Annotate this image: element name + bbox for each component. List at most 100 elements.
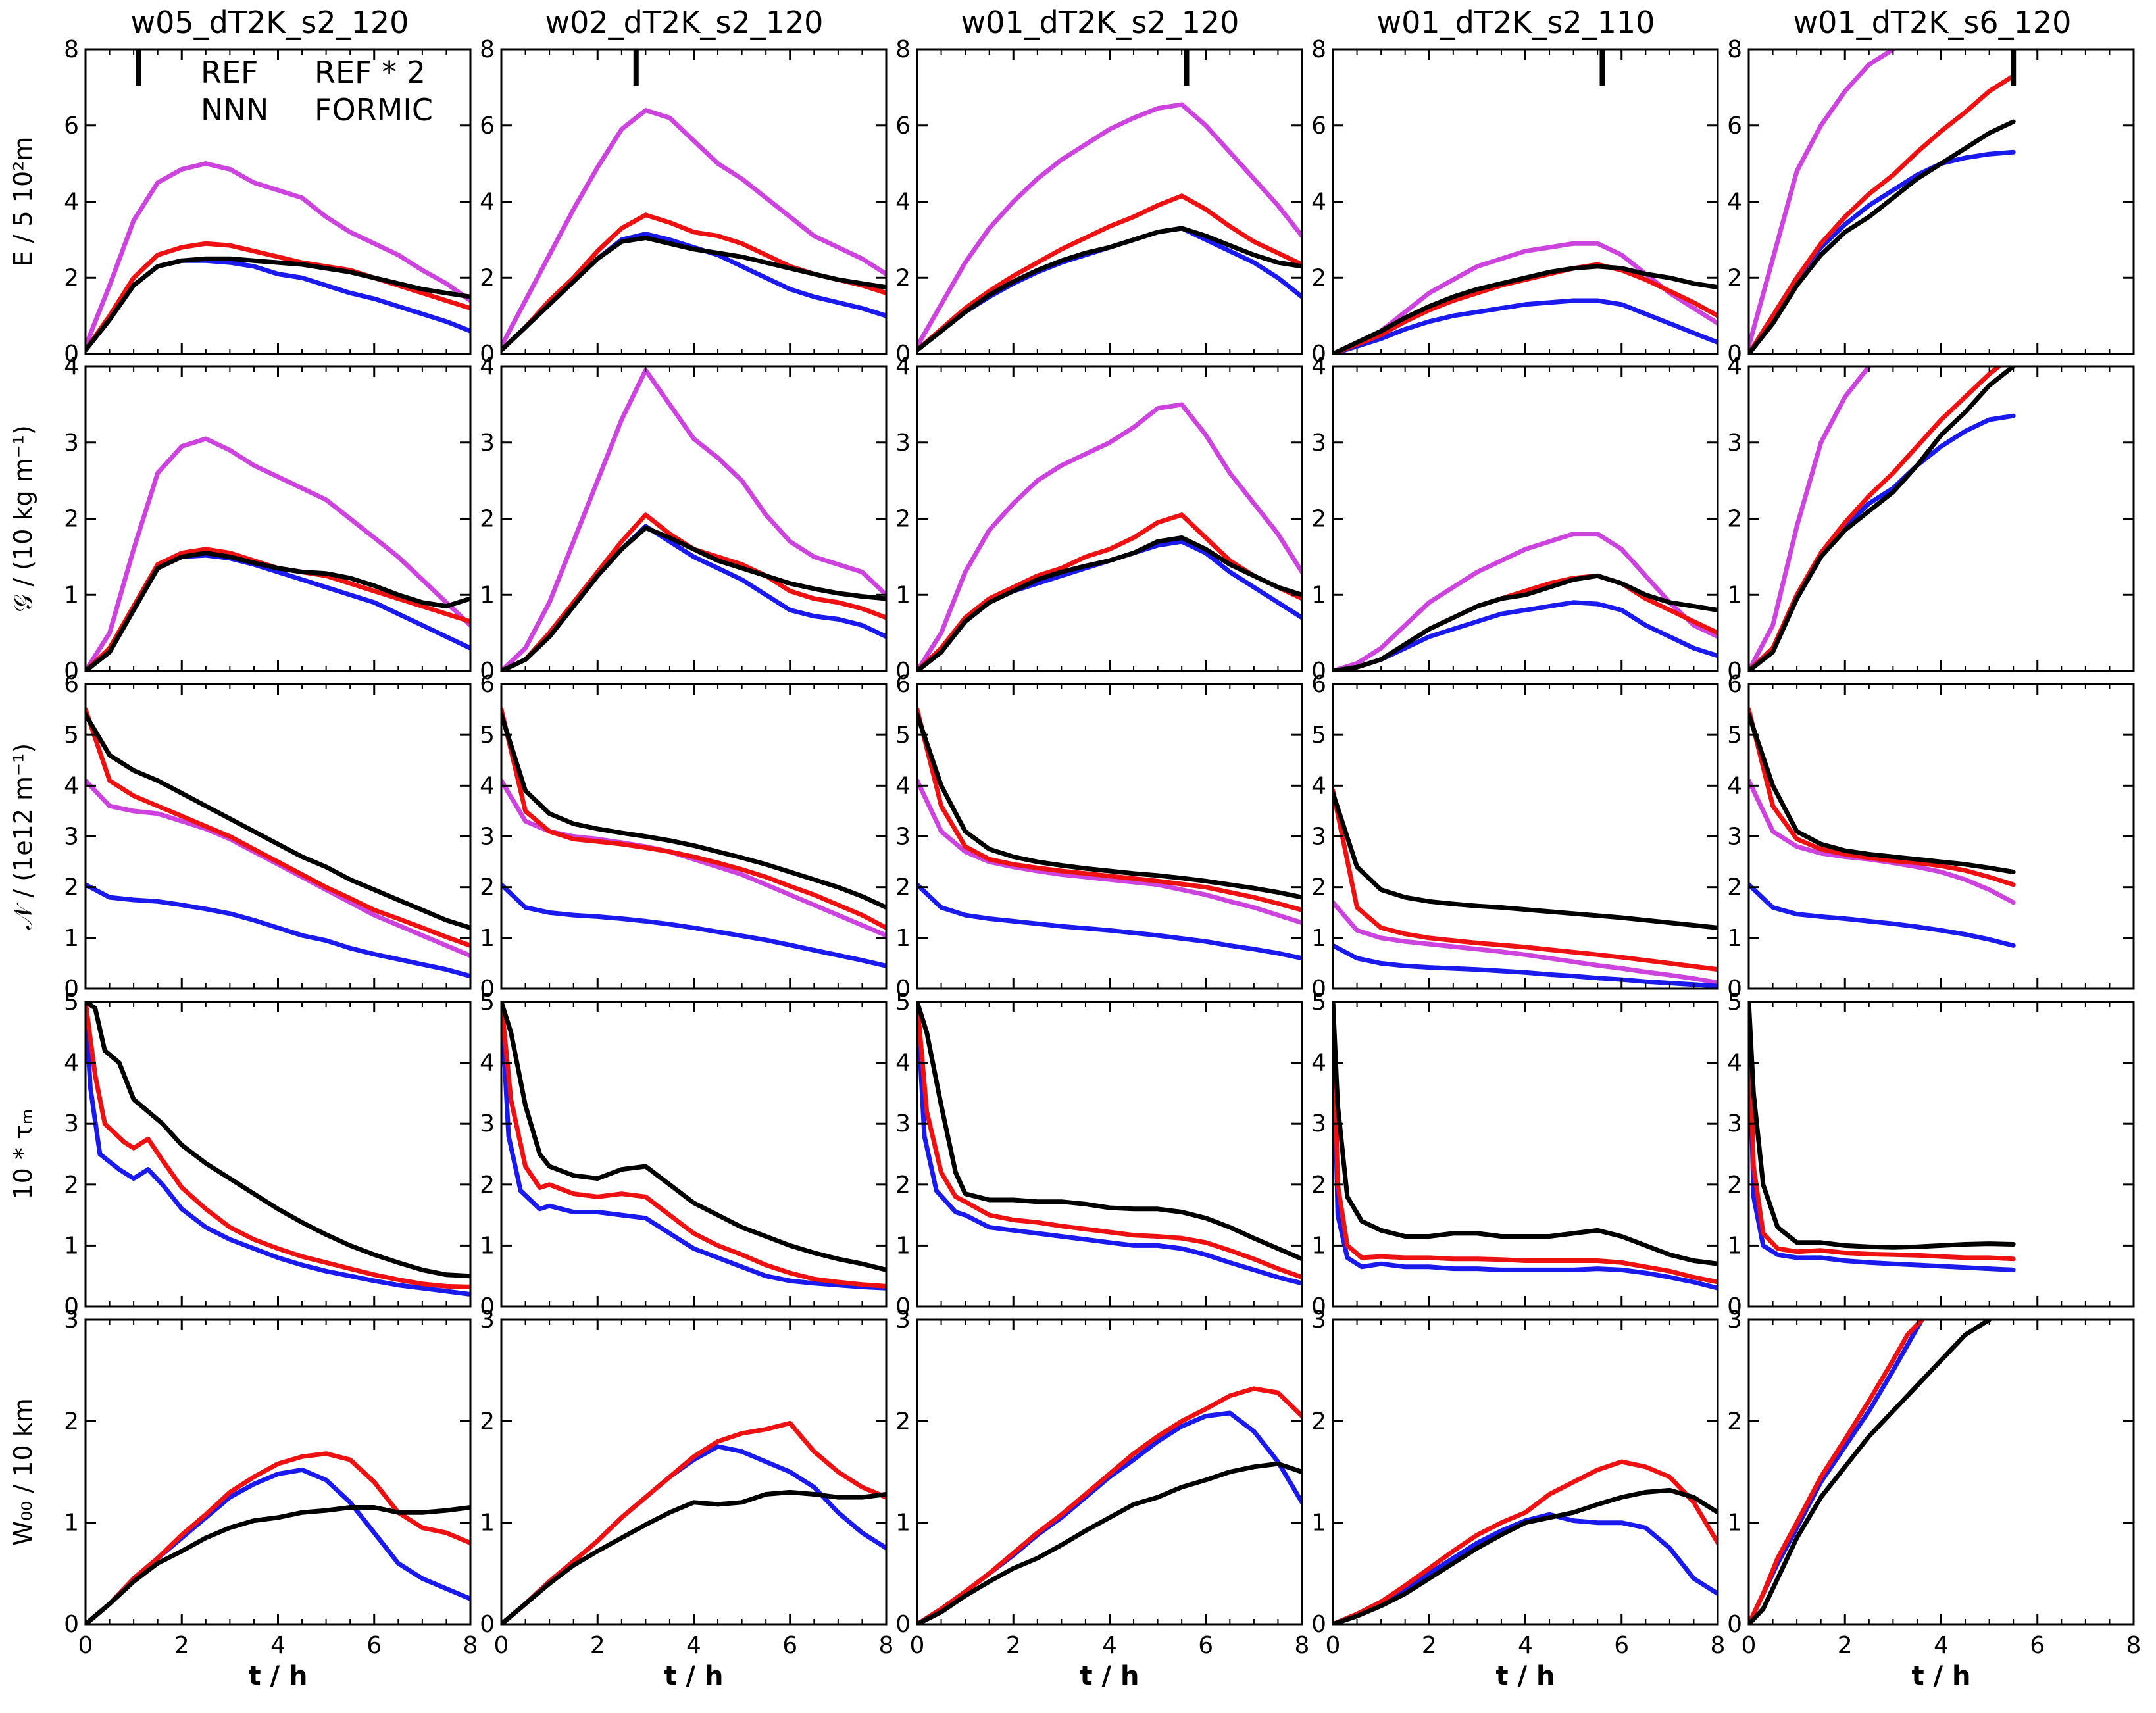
series-line-formic (86, 712, 470, 930)
series-line-ref (86, 882, 470, 979)
y-tick-label: 0 (64, 658, 79, 685)
y-tick-label: 2 (895, 874, 911, 901)
y-tick-label: 5 (895, 722, 911, 749)
panel-r1-c3: 0 2 4 6 8 (895, 36, 1303, 368)
y-tick-label: 4 (64, 353, 79, 380)
panel-frame (1332, 365, 1719, 672)
series-line-formic (1749, 366, 2016, 671)
panel-r5-c4: 0 1 2 3 0 2 4 6 8 t / h (1311, 1306, 1725, 1691)
y-tick-label: 6 (64, 671, 79, 698)
y-tick-label: 1 (480, 1510, 495, 1537)
series-line-formic (501, 525, 886, 671)
y-tick-label: 0 (895, 1293, 911, 1320)
y-tick-label: 5 (64, 722, 79, 749)
y-tick-label: 2 (1311, 506, 1326, 533)
y-tick-label: 3 (1727, 430, 1742, 457)
y-tick-label: 6 (895, 671, 911, 698)
y-tick-label: 3 (480, 1306, 495, 1333)
y-tick-label: 2 (895, 506, 911, 533)
series-line-ref (1749, 882, 2016, 948)
y-tick-label: 3 (480, 430, 495, 457)
y-tick-label: 2 (64, 874, 79, 901)
series-line-ref (501, 882, 886, 968)
series-line-formic (917, 226, 1302, 353)
y-tick-label: 1 (895, 582, 911, 608)
y-tick-label: 4 (1727, 353, 1742, 380)
series-line-ref-x2 (86, 161, 470, 349)
x-tick-label: 4 (1102, 1632, 1117, 1659)
x-tick-label: 6 (2030, 1632, 2045, 1659)
y-tick-label: 4 (1311, 189, 1326, 216)
legend: REF REF * 2 NNN FORMIC (201, 55, 433, 128)
panel-frame (500, 1001, 888, 1308)
y-tick-label: 0 (1727, 658, 1742, 685)
panel-r2-c4: 0 1 2 3 4 (1311, 353, 1719, 685)
series-line-formic (917, 535, 1302, 671)
y-tick-label: 4 (480, 189, 495, 216)
series-line-nnn (86, 1002, 470, 1289)
x-tick-label: 2 (590, 1632, 605, 1659)
panel-frame (1747, 48, 2135, 355)
panel-r3-c5: 0 1 2 3 4 5 6 (1727, 671, 2135, 1003)
series-line-nnn (917, 193, 1302, 353)
series-line-nnn (86, 241, 470, 353)
y-tick-label: 8 (480, 36, 495, 63)
y-tick-label: 5 (895, 989, 911, 1016)
y-tick-label: 2 (1727, 264, 1742, 291)
panel-r5-c2: 0 1 2 3 0 2 4 6 8 t / h (480, 1306, 893, 1691)
x-tick-label: 8 (879, 1632, 894, 1659)
series-line-ref (1749, 1002, 2016, 1272)
y-tick-label: 1 (1311, 1232, 1326, 1259)
x-axis-title: t / h (1080, 1661, 1139, 1691)
x-tick-label: 2 (174, 1632, 189, 1659)
y-tick-label: 0 (64, 976, 79, 1003)
y-tick-label: 4 (64, 189, 79, 216)
y-tick-label: 8 (895, 36, 911, 63)
y-tick-label: 5 (1311, 722, 1326, 749)
y-tick-label: 2 (1311, 874, 1326, 901)
y-tick-label: 1 (1311, 582, 1326, 608)
y-tick-label: 4 (64, 772, 79, 799)
y-tick-label: 6 (1727, 671, 1742, 698)
x-axis-title: t / h (248, 1661, 307, 1691)
x-tick-label: 2 (1006, 1632, 1021, 1659)
y-tick-label: 3 (64, 1110, 79, 1137)
panel-r5-c1: 0 1 2 3 0 2 4 6 8 t / h W₀₀ / 10 km (9, 1306, 478, 1691)
panel-frame (1747, 1001, 2135, 1308)
y-tick-label: 2 (895, 1408, 911, 1435)
series-line-nnn (917, 1386, 1302, 1624)
series-line-ref-x2 (501, 368, 886, 671)
y-tick-label: 2 (1727, 1172, 1742, 1199)
x-tick-label: 2 (1838, 1632, 1853, 1659)
y-tick-label: 4 (895, 772, 911, 799)
x-tick-label: 4 (1934, 1632, 1949, 1659)
series-line-formic (501, 1002, 886, 1272)
column-title-2: w02_dT2K_s2_120 (545, 5, 824, 40)
series-line-ref (1749, 413, 2016, 671)
y-tick-label: 3 (480, 824, 495, 851)
y-tick-label: 0 (1311, 658, 1326, 685)
y-tick-label: 3 (1311, 824, 1326, 851)
y-tick-label: 1 (1727, 582, 1742, 608)
panel-r4-c3: 0 1 2 3 4 5 (895, 989, 1303, 1320)
series-line-ref-x2 (917, 402, 1302, 671)
y-tick-label: 0 (895, 341, 911, 368)
y-tick-label: 2 (895, 1172, 911, 1199)
panel-r3-c2: 0 1 2 3 4 5 6 (480, 671, 888, 1003)
y-tick-label: 0 (1311, 341, 1326, 368)
y-tick-label: 2 (64, 1172, 79, 1199)
y-tick-label: 2 (895, 264, 911, 291)
y-tick-label: 4 (895, 1050, 911, 1077)
y-tick-label: 3 (1727, 824, 1742, 851)
series-line-ref (1333, 943, 1718, 989)
y-tick-label: 0 (64, 341, 79, 368)
series-line-formic (501, 236, 886, 353)
y-tick-label: 2 (480, 506, 495, 533)
panel-r4-c2: 0 1 2 3 4 5 (480, 989, 888, 1320)
series-line-ref (86, 258, 470, 353)
panel-r2-c3: 0 1 2 3 4 (895, 353, 1303, 685)
y-tick-label: 1 (1727, 1510, 1742, 1537)
y-tick-label: 0 (480, 658, 495, 685)
x-tick-label: 0 (910, 1632, 925, 1659)
legend-nnn: NNN (201, 92, 268, 128)
